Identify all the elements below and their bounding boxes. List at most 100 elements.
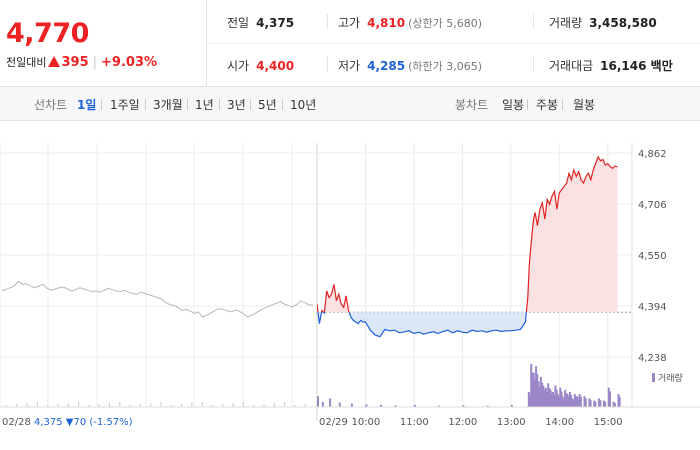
volume-bar bbox=[564, 389, 567, 407]
prev-day-volume-bar bbox=[26, 403, 28, 407]
stat-note: (상한가 5,680) bbox=[408, 17, 483, 30]
prev-day-volume-bar bbox=[304, 404, 306, 407]
price-chart-svg: 4,862 4,706 4,550 4,394 4,238 거래량 02/28 02/29 10… bbox=[0, 143, 700, 428]
stats-row: 전일 4,375 고가 4,810 (상한가 5,680) 거래량 3,458,580 bbox=[207, 0, 700, 44]
x-tick-label: 14:00 bbox=[545, 417, 574, 428]
prev-day-price-line bbox=[1, 280, 314, 318]
volume-bar bbox=[536, 374, 539, 407]
candle-monthly-button[interactable]: 월봉 bbox=[573, 98, 596, 112]
prev-day-volume-bar bbox=[88, 405, 90, 407]
period-3m-button[interactable]: 3개월 bbox=[153, 98, 183, 112]
price-change: 전일대비 395 | +9.03% bbox=[6, 54, 157, 70]
volume-bar bbox=[617, 394, 620, 407]
volume-bar bbox=[598, 398, 601, 407]
prev-day-volume-bar bbox=[57, 404, 59, 407]
candle-daily-button[interactable]: 일봉 bbox=[502, 98, 525, 112]
volume-bar bbox=[583, 396, 586, 407]
prev-day-volume-bar bbox=[150, 403, 152, 407]
period-1w-button[interactable]: 1주일 bbox=[110, 98, 140, 112]
x-tick-label: 10:00 bbox=[351, 417, 380, 428]
stat-turnover: 거래대금 16,146 백만 bbox=[549, 57, 673, 74]
volume-bar bbox=[567, 396, 570, 407]
divider bbox=[327, 14, 328, 29]
period-3y-button[interactable]: 3년 bbox=[227, 98, 246, 112]
volume-bar bbox=[552, 391, 555, 407]
prev-day-volume-bar bbox=[284, 402, 286, 407]
volume-bar bbox=[533, 379, 536, 407]
divider bbox=[219, 99, 220, 110]
price-line-down bbox=[317, 312, 527, 338]
candle-chart-label: 봉차트 bbox=[455, 98, 489, 112]
up-triangle-icon bbox=[48, 56, 61, 67]
volume-bar bbox=[535, 366, 538, 407]
stat-label: 거래대금 bbox=[549, 59, 594, 73]
quote-header: 4,770 전일대비 395 | +9.03% 전일 4,375 고가 4,810 (상한가… bbox=[0, 0, 700, 87]
volume-bar bbox=[413, 404, 416, 407]
volume-bar bbox=[593, 400, 596, 407]
volume-bar bbox=[555, 389, 558, 407]
stat-label: 저가 bbox=[338, 59, 361, 73]
stat-value: 16,146 백만 bbox=[600, 59, 673, 73]
stats-row: 시가 4,400 저가 4,285 (하한가 3,065) 거래대금 16,146 백만 bbox=[207, 43, 700, 86]
volume-bar bbox=[394, 405, 397, 407]
divider bbox=[533, 57, 534, 72]
volume-bar bbox=[317, 396, 319, 407]
volume-bar bbox=[570, 394, 573, 407]
volume-bar bbox=[542, 385, 545, 407]
volume-bar bbox=[560, 391, 563, 407]
volume-bar bbox=[589, 400, 592, 407]
volume-bar bbox=[588, 398, 591, 407]
volume-bar bbox=[530, 364, 533, 407]
volume-legend-swatch bbox=[652, 373, 655, 382]
stat-label: 시가 bbox=[227, 59, 250, 73]
stat-value: 3,458,580 bbox=[589, 16, 657, 30]
price-chart: 4,862 4,706 4,550 4,394 4,238 거래량 02/28 02/29 10… bbox=[0, 121, 700, 450]
stat-value: 4,810 bbox=[367, 16, 406, 30]
prev-day-volume-bar bbox=[201, 402, 203, 407]
divider bbox=[101, 99, 102, 110]
prev-day-volume-bar bbox=[232, 403, 234, 407]
volume-bar bbox=[462, 405, 465, 407]
divider bbox=[250, 99, 251, 110]
volume-bar bbox=[556, 394, 559, 407]
volume-bar bbox=[529, 394, 532, 407]
prev-day-volume-bar bbox=[294, 405, 296, 407]
volume-legend-label: 거래량 bbox=[658, 372, 683, 384]
volume-bar bbox=[559, 387, 562, 407]
stat-volume: 거래량 3,458,580 bbox=[549, 14, 657, 31]
change-amount: 395 bbox=[61, 55, 89, 70]
period-10y-button[interactable]: 10년 bbox=[290, 98, 317, 112]
volume-bar bbox=[541, 382, 544, 407]
divider bbox=[187, 99, 188, 110]
candle-weekly-button[interactable]: 주봉 bbox=[536, 98, 559, 112]
price-summary: 4,770 전일대비 395 | +9.03% bbox=[0, 0, 207, 86]
volume-bar bbox=[547, 383, 550, 407]
period-1y-button[interactable]: 1년 bbox=[195, 98, 214, 112]
stat-value: 4,375 bbox=[256, 16, 295, 30]
divider: | bbox=[92, 55, 98, 70]
x-tick-label: 13:00 bbox=[497, 417, 526, 428]
volume-bar bbox=[565, 393, 568, 407]
stat-label: 전일 bbox=[227, 16, 250, 30]
stat-high: 고가 4,810 (상한가 5,680) bbox=[338, 14, 482, 31]
volume-bar bbox=[566, 394, 569, 407]
prev-day-volume-bar bbox=[6, 405, 7, 407]
volume-bar bbox=[545, 391, 548, 407]
stats-panel: 전일 4,375 고가 4,810 (상한가 5,680) 거래량 3,458,580 … bbox=[207, 0, 700, 86]
volume-bar bbox=[538, 386, 541, 407]
chart-toolbar: 선차트 1일 1주일 3개월 1년 3년 5년 10년 봉차트 일봉 주봉 월봉 bbox=[0, 87, 700, 121]
volume-bar bbox=[573, 394, 576, 407]
period-5y-button[interactable]: 5년 bbox=[258, 98, 277, 112]
stat-prev-close: 전일 4,375 bbox=[227, 14, 294, 31]
volume-bar bbox=[543, 389, 546, 407]
volume-bar bbox=[537, 381, 540, 407]
volume-bar bbox=[554, 385, 557, 407]
current-price: 4,770 bbox=[6, 18, 89, 49]
volume-bar bbox=[550, 393, 553, 407]
volume-bar bbox=[553, 394, 556, 407]
prev-day-volume-bar bbox=[212, 405, 213, 407]
volume-bar bbox=[571, 398, 574, 407]
prev-day-volume-bar bbox=[139, 404, 141, 407]
period-1d-button[interactable]: 1일 bbox=[77, 98, 97, 112]
prev-day-volume-bar bbox=[36, 402, 38, 407]
